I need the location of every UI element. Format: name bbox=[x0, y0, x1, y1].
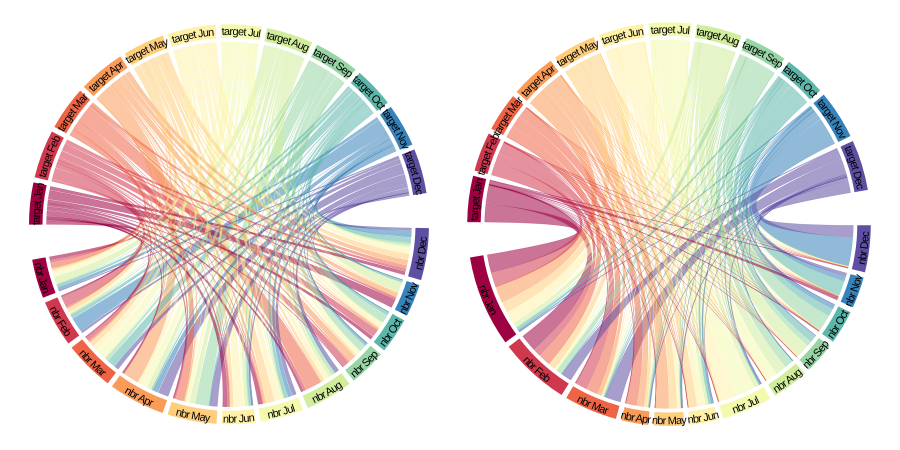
svg-text:nbr Jun: nbr Jun bbox=[223, 412, 255, 426]
svg-text:nbr Dec: nbr Dec bbox=[413, 236, 430, 272]
svg-text:nbr Dec: nbr Dec bbox=[856, 230, 872, 265]
svg-text:target Jul: target Jul bbox=[221, 26, 261, 41]
svg-text:nbr May: nbr May bbox=[652, 415, 688, 428]
svg-text:target Jul: target Jul bbox=[650, 24, 690, 37]
svg-text:nbr Apr: nbr Apr bbox=[619, 409, 652, 426]
